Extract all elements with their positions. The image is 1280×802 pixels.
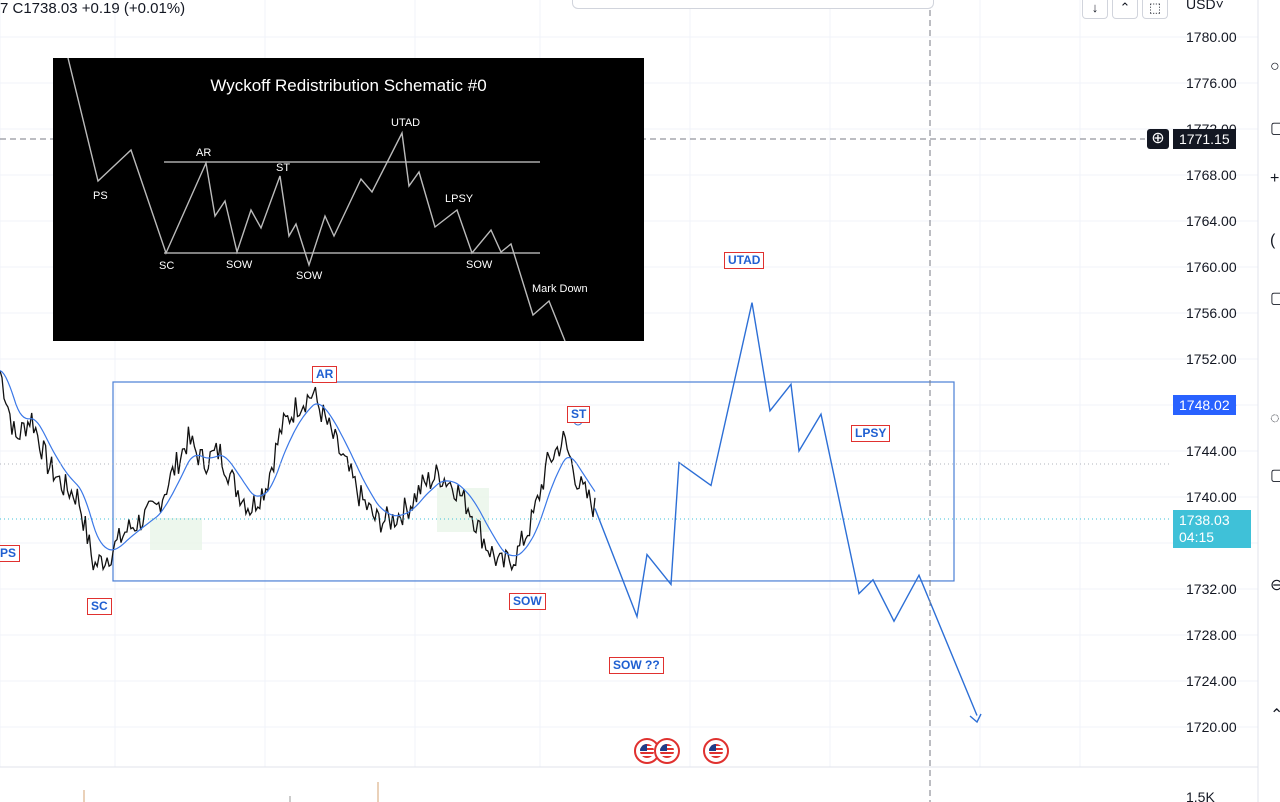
add-alert-icon[interactable]: ⊕ <box>1147 129 1169 149</box>
projection-arrow-icon <box>969 713 982 724</box>
side-tool-icon[interactable]: ⊖ <box>1270 577 1280 594</box>
moving-average-series <box>0 369 596 557</box>
currency-selector[interactable]: USD˅ <box>1186 0 1224 12</box>
schematic-label-sow: SOW <box>226 259 253 271</box>
side-tool-icon[interactable]: ▢ <box>1270 120 1280 137</box>
y-tick-label: 1780.00 <box>1186 29 1237 45</box>
y-tick-label: 1756.00 <box>1186 305 1237 321</box>
range-box[interactable] <box>112 381 955 582</box>
schematic-label-sow: SOW <box>466 259 493 271</box>
y-tick-label: 1760.00 <box>1186 259 1237 275</box>
side-tool-icon[interactable]: + <box>1270 170 1280 187</box>
side-tool-icon[interactable]: ▢ <box>1270 290 1280 307</box>
us-flag-icon[interactable] <box>703 738 729 764</box>
price-series <box>0 370 596 572</box>
collapse-icon[interactable]: ⌃ <box>1112 0 1138 19</box>
bar-countdown: 04:15 <box>1179 529 1215 545</box>
last-price-value: 1738.03 <box>1179 512 1230 528</box>
schematic-label-st: ST <box>276 162 291 174</box>
volume-axis-label: 1.5K <box>1186 789 1215 802</box>
y-tick-label: 1732.00 <box>1186 581 1237 597</box>
y-tick-label: 1752.00 <box>1186 351 1237 367</box>
schematic-label-ar: AR <box>196 147 212 159</box>
y-tick-label: 1724.00 <box>1186 673 1237 689</box>
side-tool-icon[interactable]: ▢ <box>1270 467 1280 484</box>
range-high-price-badge: 1748.02 <box>1173 395 1236 415</box>
top-toolbar[interactable] <box>572 0 934 9</box>
schematic-label-mark-down: Mark Down <box>532 283 588 295</box>
side-tool-icon[interactable]: ( <box>1270 232 1276 249</box>
label-sow-question[interactable]: SOW ?? <box>609 657 664 674</box>
label-lpsy[interactable]: LPSY <box>851 425 891 442</box>
download-icon[interactable]: ↓ <box>1082 0 1108 19</box>
chevron-down-icon: ˅ <box>1215 0 1224 12</box>
y-tick-label: 1744.00 <box>1186 443 1237 459</box>
schematic-label-utad: UTAD <box>391 117 421 129</box>
demand-zone <box>150 518 202 550</box>
y-tick-label: 1728.00 <box>1186 627 1237 643</box>
schematic-label-sc: SC <box>159 260 175 272</box>
label-ar[interactable]: AR <box>312 366 338 383</box>
label-ps[interactable]: PS <box>0 545 21 562</box>
label-st[interactable]: ST <box>567 406 591 423</box>
label-sow[interactable]: SOW <box>509 593 546 610</box>
schematic-diagram <box>67 58 566 341</box>
side-tool-icon[interactable]: ◌ <box>1270 410 1280 427</box>
side-tool-icon[interactable]: ⌃ <box>1270 707 1280 724</box>
wyckoff-schematic-image[interactable]: Wyckoff Redistribution Schematic #0 PS A… <box>53 58 644 341</box>
schematic-label-sow: SOW <box>296 270 323 282</box>
schematic-title: Wyckoff Redistribution Schematic #0 <box>210 76 487 95</box>
y-tick-label: 1776.00 <box>1186 75 1237 91</box>
schematic-label-lpsy: LPSY <box>445 193 474 205</box>
last-price-badge: 1738.03 04:15 <box>1173 510 1251 548</box>
schematic-label-ps: PS <box>93 190 108 202</box>
y-tick-label: 1764.00 <box>1186 213 1237 229</box>
y-tick-label: 1720.00 <box>1186 719 1237 735</box>
projection-path[interactable] <box>594 302 978 716</box>
crosshair-price-badge: 1771.15 <box>1173 129 1236 149</box>
side-tool-icon[interactable]: ○ <box>1270 58 1280 75</box>
us-flag-icon[interactable] <box>654 738 680 764</box>
y-tick-label: 1768.00 <box>1186 167 1237 183</box>
label-sc[interactable]: SC <box>87 598 112 615</box>
currency-label: USD <box>1186 0 1216 12</box>
label-utad[interactable]: UTAD <box>724 252 765 269</box>
screenshot-icon[interactable]: ⬚ <box>1142 0 1168 19</box>
y-tick-label: 1740.00 <box>1186 489 1237 505</box>
ohlc-legend: 7 C1738.03 +0.19 (+0.01%) <box>0 0 186 17</box>
